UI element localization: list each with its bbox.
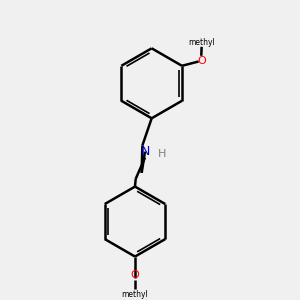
Text: N: N: [140, 145, 150, 158]
Text: O: O: [130, 270, 140, 280]
Text: O: O: [197, 56, 206, 66]
Text: methyl: methyl: [189, 38, 215, 47]
Text: H: H: [158, 149, 166, 159]
Text: methyl: methyl: [122, 290, 148, 299]
